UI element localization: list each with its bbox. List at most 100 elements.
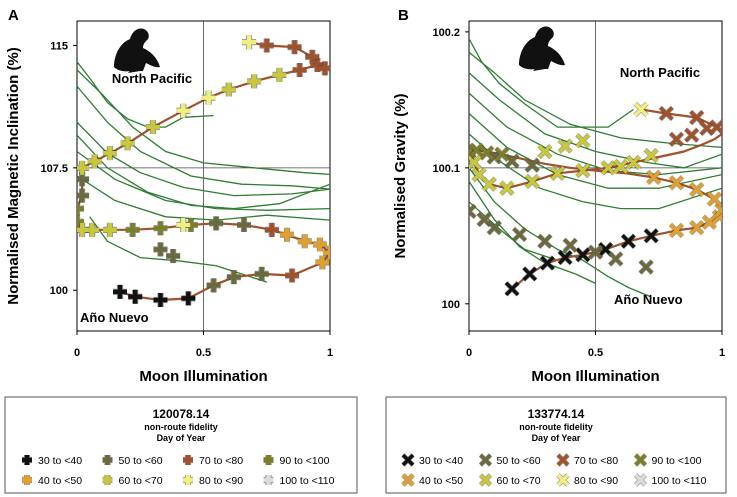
- data-marker: [479, 145, 494, 161]
- data-marker: [537, 144, 553, 159]
- green-track-line: [469, 201, 558, 261]
- data-marker: [469, 204, 477, 219]
- legend-label: 90 to <100: [652, 455, 702, 467]
- legend-marker: [479, 453, 492, 467]
- data-marker: [77, 214, 84, 229]
- data-marker: [707, 191, 722, 207]
- annotation-bottom: Año Nuevo: [614, 292, 683, 307]
- legend-label: 40 to <50: [419, 475, 463, 487]
- data-marker: [166, 248, 181, 263]
- data-marker: [145, 120, 160, 135]
- data-marker: [643, 228, 659, 244]
- legend-title: 120078.14: [153, 407, 210, 421]
- legend-marker: [22, 455, 32, 465]
- legend-label: 30 to <40: [419, 455, 463, 467]
- data-marker: [201, 90, 216, 105]
- legend-marker: [263, 455, 274, 465]
- legend-subtitle: non-route fidelity: [144, 422, 218, 432]
- legend-marker: [401, 473, 415, 487]
- y-tick-label: 115: [50, 40, 68, 52]
- data-marker: [504, 281, 520, 297]
- annotation-top: North Pacific: [112, 71, 192, 86]
- data-marker: [482, 176, 497, 192]
- data-marker: [153, 242, 168, 257]
- data-marker: [525, 174, 540, 189]
- x-tick-label: 0.5: [588, 347, 603, 359]
- green-track-line: [89, 216, 268, 283]
- data-marker: [259, 38, 274, 53]
- data-marker: [77, 188, 90, 203]
- legend-label: 90 to <100: [280, 455, 330, 467]
- data-marker: [113, 284, 128, 299]
- data-marker: [608, 251, 623, 267]
- data-marker: [537, 234, 553, 249]
- data-marker: [684, 128, 699, 143]
- x-tick-label: 1: [719, 347, 725, 359]
- data-marker: [689, 220, 704, 235]
- green-track-line: [77, 61, 214, 128]
- legend-label: 50 to <60: [119, 455, 163, 467]
- legend-label: 70 to <80: [574, 455, 618, 467]
- data-marker: [181, 291, 196, 306]
- data-marker: [226, 270, 241, 285]
- legend-label: 60 to <70: [119, 475, 163, 487]
- data-marker: [264, 222, 279, 237]
- legend-label: 40 to <50: [38, 475, 82, 487]
- green-track-line: [469, 92, 722, 176]
- data-marker: [626, 155, 641, 170]
- x-tick-label: 1: [327, 347, 333, 359]
- seal-icon: [519, 26, 565, 71]
- legend-box: [4, 396, 358, 494]
- data-marker: [669, 223, 684, 238]
- legend-box: [385, 396, 727, 494]
- data-marker: [659, 106, 674, 121]
- seal-flipper: [533, 59, 545, 71]
- data-marker: [494, 147, 510, 162]
- legend-label: 60 to <70: [497, 475, 541, 487]
- plot-area: [469, 38, 722, 298]
- data-marker: [153, 221, 168, 236]
- data-marker: [272, 67, 287, 82]
- legend-subtitle-2: Day of Year: [157, 433, 206, 443]
- panel-letter: B: [398, 7, 409, 24]
- legend-marker: [401, 453, 415, 467]
- data-marker: [600, 160, 616, 176]
- data-marker: [323, 245, 330, 260]
- data-marker: [87, 154, 102, 169]
- legend-label: 100 to <110: [280, 475, 335, 487]
- data-marker: [613, 159, 629, 174]
- data-marker: [712, 209, 722, 224]
- data-marker: [125, 222, 140, 237]
- data-marker: [557, 250, 573, 265]
- data-marker: [315, 255, 330, 270]
- x-axis-label: Moon Illumination: [531, 368, 659, 385]
- data-marker: [499, 181, 515, 196]
- legend-marker: [634, 453, 647, 467]
- data-marker: [279, 227, 294, 242]
- x-tick-label: 0: [74, 347, 80, 359]
- data-marker: [77, 201, 84, 216]
- green-track-line: [469, 181, 596, 284]
- green-track-line: [77, 69, 330, 176]
- legend-label: 30 to <40: [38, 455, 82, 467]
- green-track-line: [77, 134, 330, 210]
- green-track-line: [77, 150, 330, 211]
- legend-marker: [102, 475, 113, 485]
- x-tick-label: 0.5: [196, 347, 211, 359]
- data-marker: [487, 220, 502, 235]
- data-marker: [77, 160, 90, 175]
- data-marker: [221, 82, 236, 97]
- data-marker: [588, 244, 603, 260]
- data-marker: [557, 138, 573, 154]
- legend-label: 80 to <90: [574, 475, 618, 487]
- legend-label: 80 to <90: [199, 475, 243, 487]
- green-track-line: [77, 85, 330, 190]
- data-marker: [287, 40, 302, 55]
- data-marker: [643, 148, 659, 163]
- seal-icon: [114, 28, 160, 73]
- data-marker: [285, 268, 300, 283]
- data-marker: [646, 170, 661, 185]
